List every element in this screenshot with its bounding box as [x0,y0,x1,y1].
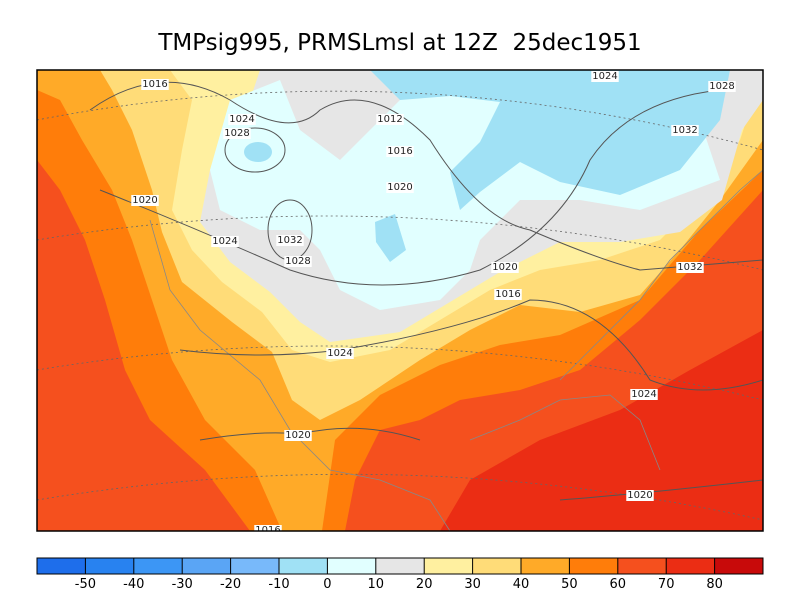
colorbar-swatch [327,558,376,574]
contour-label-box [708,81,736,92]
colorbar-tick-label: 80 [706,577,723,592]
contour-label: 1016 [255,525,280,536]
isobar [224,127,286,173]
colorbar-tick-label: 60 [610,577,627,592]
colorbar-tick-label: 0 [323,577,331,592]
map-title: TMPsig995, PRMSLmsl at 12Z 25dec1951 [157,30,641,56]
contour-label: 1016 [142,79,167,90]
colorbar-tick-label: -40 [123,577,144,592]
contour-label-box [671,125,699,136]
temp-region [375,214,406,262]
contour-label-box [386,182,414,193]
colorbar: -50 -40 -30 -20 -10 0 10 20 30 40 50 60 70 80 [36,557,764,592]
contour-label-box [326,348,354,359]
contour-label: 1024 [592,71,617,82]
colorbar-tick-label: 30 [464,577,481,592]
contour-label: 1024 [229,114,254,125]
colorbar-swatch [617,558,667,574]
contour-label: 1032 [672,125,697,136]
contour-label-box [131,195,159,206]
colorbar-tick-label: -20 [220,577,241,592]
contour-label-box [141,79,169,90]
contour-label-box [284,430,312,441]
contour-label: 1028 [224,128,249,139]
colorbar-swatch [279,558,328,574]
colorbar-tick-label: 70 [658,577,675,592]
colorbar-tick-label: 50 [561,577,578,592]
contour-label-box [494,289,522,300]
map-area: 1016 1024 1028 1012 1016 1020 1020 1024 … [37,70,763,536]
map-frame [36,69,764,532]
contour-label-box [626,490,654,501]
contour-label-box [228,114,256,125]
colorbar-swatch [424,558,473,574]
contour-label: 1016 [387,146,412,157]
colorbar-swatch [37,558,86,574]
contour-label: 1020 [285,430,310,441]
contour-label: 1032 [677,262,702,273]
contour-label: 1016 [495,289,520,300]
contour-label-box [676,262,704,273]
temp-region [370,70,730,210]
contour-label-box [386,146,414,157]
temp-region [244,142,272,162]
contour-label-box [630,389,658,400]
contour-label: 1012 [377,114,402,125]
colorbar-tick-label: -50 [75,577,96,592]
colorbar-tick-label: 20 [416,577,433,592]
colorbar-swatch [230,558,279,574]
contour-label: 1024 [631,389,656,400]
temp-region [440,330,763,531]
contour-label-box [276,235,304,246]
colorbar-swatch [375,558,425,574]
contour-label-box [211,236,239,247]
colorbar-tick-label: 10 [368,577,385,592]
colorbar-swatch [133,558,183,574]
contour-label-box [254,525,282,531]
colorbar-tick-label: -10 [268,577,289,592]
contour-label: 1020 [492,262,517,273]
colorbar-frame [36,557,764,575]
colorbar-tick-label: -30 [172,577,193,592]
contour-label: 1020 [387,182,412,193]
colorbar-swatch [666,558,715,574]
contour-label: 1028 [285,256,310,267]
colorbar-swatch [85,558,134,574]
contour-label-box [491,262,519,273]
contour-label-box [223,128,251,139]
colorbar-tick-label: 40 [513,577,530,592]
contour-label-box [284,256,312,267]
colorbar-swatch [569,558,618,574]
contour-label-box [591,71,619,82]
contour-label: 1032 [277,235,302,246]
contour-label: 1020 [627,490,652,501]
contour-labels: 1016 1024 1028 1012 1016 1020 1020 1024 … [131,71,736,536]
contour-label: 1020 [132,195,157,206]
colorbar-swatch [182,558,231,574]
contour-label-box [376,114,404,125]
colorbar-swatch [714,558,763,574]
isobar [89,81,763,501]
colorbar-swatch [521,558,570,574]
contour-label: 1024 [212,236,237,247]
contour-label: 1024 [327,348,352,359]
colorbar-swatch [472,558,521,574]
contour-label: 1028 [709,81,734,92]
